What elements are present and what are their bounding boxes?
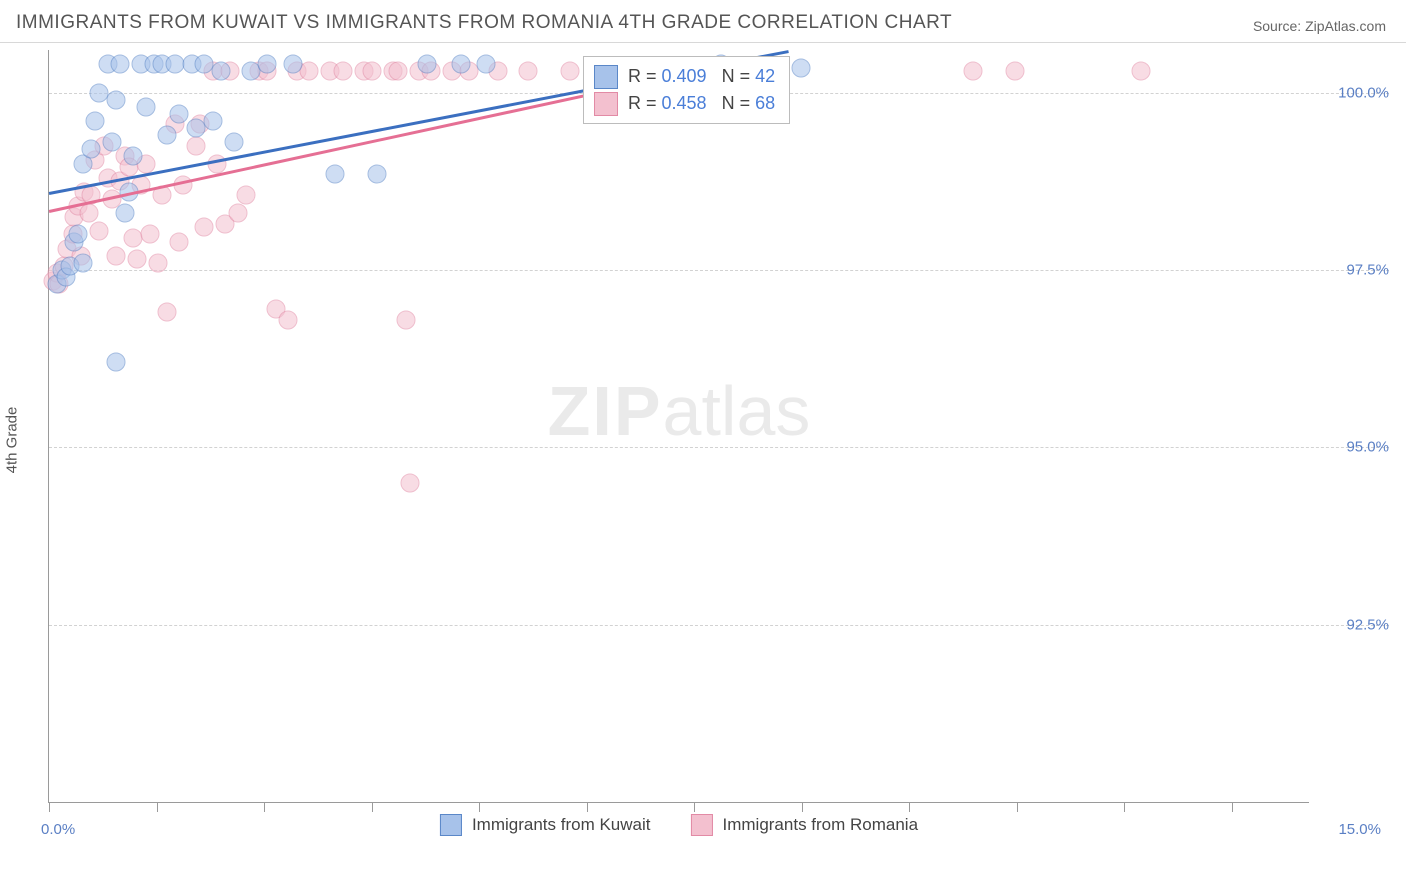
x-tick bbox=[49, 802, 50, 812]
x-tick bbox=[479, 802, 480, 812]
scatter-point bbox=[90, 221, 109, 240]
y-tick-label: 92.5% bbox=[1346, 616, 1389, 633]
scatter-point bbox=[258, 55, 277, 74]
x-min-label: 0.0% bbox=[41, 821, 75, 838]
series-legend-item: Immigrants from Romania bbox=[690, 814, 918, 836]
scatter-point bbox=[224, 133, 243, 152]
x-tick bbox=[1124, 802, 1125, 812]
scatter-point bbox=[964, 62, 983, 81]
scatter-point bbox=[518, 62, 537, 81]
chart-container: 4th Grade ZIPatlas 92.5%95.0%97.5%100.0%… bbox=[48, 50, 1388, 830]
legend-swatch bbox=[690, 814, 712, 836]
watermark: ZIPatlas bbox=[548, 371, 811, 451]
series-legend-item: Immigrants from Kuwait bbox=[440, 814, 651, 836]
scatter-point bbox=[212, 62, 231, 81]
scatter-point bbox=[451, 55, 470, 74]
y-axis-label: 4th Grade bbox=[4, 407, 21, 474]
scatter-point bbox=[791, 58, 810, 77]
y-tick-label: 95.0% bbox=[1346, 439, 1389, 456]
x-tick bbox=[157, 802, 158, 812]
y-tick-label: 97.5% bbox=[1346, 261, 1389, 278]
source-link[interactable]: ZipAtlas.com bbox=[1305, 18, 1386, 34]
stats-legend-row: R = 0.409 N = 42 bbox=[594, 63, 775, 90]
legend-swatch bbox=[440, 814, 462, 836]
scatter-point bbox=[388, 62, 407, 81]
scatter-point bbox=[107, 90, 126, 109]
scatter-point bbox=[69, 225, 88, 244]
gridline bbox=[49, 270, 1389, 271]
scatter-point bbox=[103, 133, 122, 152]
x-tick bbox=[587, 802, 588, 812]
x-tick bbox=[1232, 802, 1233, 812]
scatter-point bbox=[170, 232, 189, 251]
scatter-point bbox=[170, 104, 189, 123]
scatter-point bbox=[325, 165, 344, 184]
scatter-point bbox=[128, 250, 147, 269]
legend-swatch bbox=[594, 65, 618, 89]
scatter-point bbox=[560, 62, 579, 81]
stats-legend-row: R = 0.458 N = 68 bbox=[594, 90, 775, 117]
scatter-point bbox=[107, 246, 126, 265]
scatter-point bbox=[1006, 62, 1025, 81]
scatter-point bbox=[397, 310, 416, 329]
series-name: Immigrants from Romania bbox=[722, 815, 918, 835]
legend-swatch bbox=[594, 92, 618, 116]
series-legend: Immigrants from Kuwait Immigrants from Ro… bbox=[440, 814, 918, 836]
scatter-point bbox=[115, 204, 134, 223]
scatter-point bbox=[149, 253, 168, 272]
series-name: Immigrants from Kuwait bbox=[472, 815, 651, 835]
stats-legend: R = 0.409 N = 42R = 0.458 N = 68 bbox=[583, 56, 790, 124]
scatter-point bbox=[195, 218, 214, 237]
x-tick bbox=[264, 802, 265, 812]
x-tick bbox=[1017, 802, 1018, 812]
legend-r-label: R = 0.409 N = 42 bbox=[628, 63, 775, 90]
scatter-point bbox=[187, 136, 206, 155]
scatter-point bbox=[157, 303, 176, 322]
source-attribution: Source: ZipAtlas.com bbox=[1253, 18, 1386, 34]
scatter-point bbox=[418, 55, 437, 74]
scatter-point bbox=[73, 253, 92, 272]
scatter-point bbox=[136, 97, 155, 116]
x-tick bbox=[909, 802, 910, 812]
scatter-point bbox=[140, 225, 159, 244]
scatter-point bbox=[237, 186, 256, 205]
x-max-label: 15.0% bbox=[1338, 821, 1381, 838]
plot-area: ZIPatlas 92.5%95.0%97.5%100.0%0.0%15.0%R… bbox=[48, 50, 1309, 803]
gridline bbox=[49, 447, 1389, 448]
scatter-point bbox=[80, 204, 99, 223]
scatter-point bbox=[111, 55, 130, 74]
x-tick bbox=[802, 802, 803, 812]
scatter-point bbox=[82, 140, 101, 159]
scatter-point bbox=[476, 55, 495, 74]
scatter-point bbox=[1132, 62, 1151, 81]
scatter-point bbox=[229, 204, 248, 223]
scatter-point bbox=[157, 126, 176, 145]
scatter-point bbox=[363, 62, 382, 81]
legend-r-label: R = 0.458 N = 68 bbox=[628, 90, 775, 117]
scatter-point bbox=[86, 111, 105, 130]
chart-title: IMMIGRANTS FROM KUWAIT VS IMMIGRANTS FRO… bbox=[16, 12, 952, 34]
scatter-point bbox=[107, 353, 126, 372]
scatter-point bbox=[334, 62, 353, 81]
scatter-point bbox=[367, 165, 386, 184]
scatter-point bbox=[124, 147, 143, 166]
scatter-point bbox=[203, 111, 222, 130]
y-tick-label: 100.0% bbox=[1338, 84, 1389, 101]
x-tick bbox=[372, 802, 373, 812]
scatter-point bbox=[300, 62, 319, 81]
gridline bbox=[49, 625, 1389, 626]
scatter-point bbox=[283, 55, 302, 74]
x-tick bbox=[694, 802, 695, 812]
scatter-point bbox=[279, 310, 298, 329]
scatter-point bbox=[401, 473, 420, 492]
